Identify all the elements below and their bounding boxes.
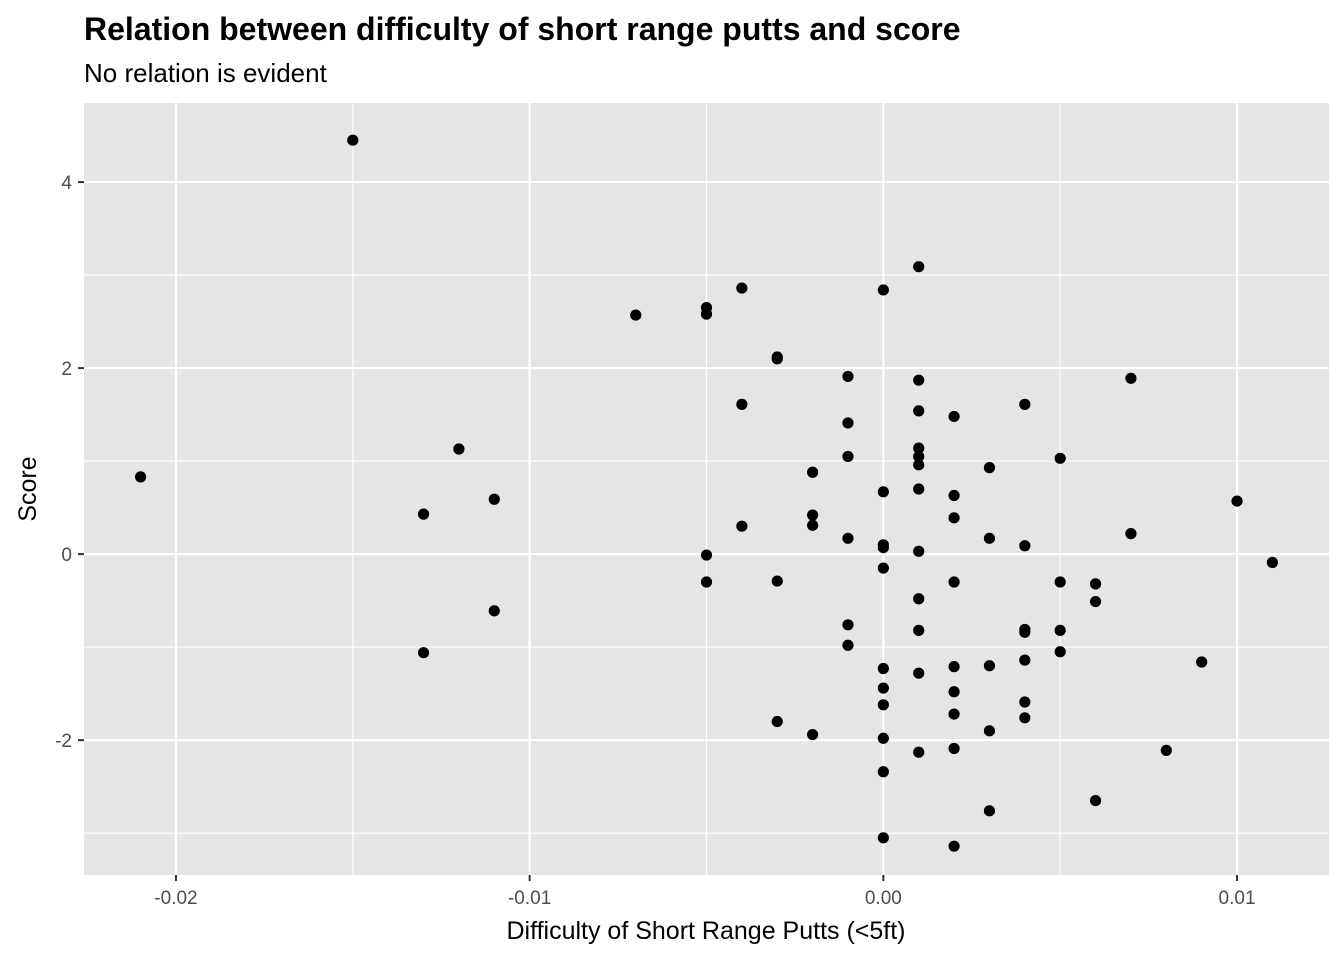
data-point: [347, 134, 359, 146]
data-point: [1054, 452, 1066, 464]
data-point: [842, 532, 854, 544]
data-point: [983, 462, 996, 474]
data-point: [1231, 495, 1243, 507]
data-point: [842, 450, 854, 463]
data-point: [877, 541, 889, 554]
data-point: [1054, 646, 1066, 658]
data-point: [488, 605, 500, 617]
data-point: [807, 509, 819, 521]
data-point: [1019, 540, 1031, 552]
y-axis-ticks: -2 0 2 4: [55, 173, 84, 752]
data-point: [700, 576, 713, 588]
data-point: [1196, 656, 1208, 668]
data-point: [1089, 595, 1102, 608]
chart-subtitle: No relation is evident: [84, 58, 328, 88]
data-point: [983, 660, 996, 672]
data-point: [807, 466, 819, 478]
data-point: [630, 309, 642, 321]
data-point: [700, 308, 713, 320]
data-point: [913, 746, 925, 758]
data-point: [948, 576, 960, 588]
data-point: [736, 520, 748, 532]
data-points: [134, 134, 1279, 852]
data-point: [736, 282, 748, 294]
data-point: [983, 725, 996, 737]
data-point: [417, 508, 430, 520]
data-point: [948, 686, 960, 698]
data-point: [700, 549, 713, 561]
data-point: [807, 728, 819, 741]
data-point: [1125, 528, 1137, 540]
data-point: [983, 532, 996, 544]
y-tick-label: 0: [61, 545, 72, 566]
data-point: [948, 661, 960, 673]
data-point: [877, 766, 889, 778]
data-point: [913, 459, 925, 471]
data-point: [913, 374, 925, 386]
data-point: [1019, 712, 1031, 724]
data-point: [948, 512, 960, 524]
data-point: [771, 575, 783, 587]
x-axis-title: Difficulty of Short Range Putts (<5ft): [506, 917, 905, 945]
y-tick-label: 2: [61, 359, 72, 380]
data-point: [842, 417, 854, 429]
data-point: [1019, 696, 1031, 708]
data-point: [948, 708, 960, 720]
data-point: [1089, 578, 1102, 590]
data-point: [771, 715, 783, 728]
data-point: [913, 450, 925, 463]
data-point: [488, 493, 500, 505]
x-tick-label: -0.02: [154, 888, 197, 909]
x-tick-label: -0.01: [508, 888, 551, 909]
data-point: [877, 732, 889, 744]
data-point: [1054, 624, 1066, 636]
data-point: [842, 370, 854, 383]
data-point: [842, 639, 854, 651]
data-point: [948, 489, 960, 502]
data-point: [807, 519, 819, 531]
data-point: [913, 405, 925, 417]
data-point: [134, 471, 147, 483]
data-point: [948, 742, 960, 755]
data-point: [771, 353, 783, 365]
data-point: [913, 545, 925, 557]
data-point: [877, 682, 889, 694]
data-point: [1019, 654, 1031, 666]
y-tick-label: -2: [55, 731, 72, 752]
data-point: [948, 840, 960, 852]
x-axis-ticks: -0.02 -0.01 0.00 0.01: [154, 875, 1256, 909]
x-tick-label: 0.00: [865, 888, 902, 909]
data-point: [877, 832, 889, 844]
data-point: [1019, 626, 1031, 638]
data-point: [1160, 744, 1172, 756]
x-tick-label: 0.01: [1219, 888, 1256, 909]
data-point: [983, 805, 996, 817]
data-point: [1054, 576, 1066, 588]
minor-grid-lines: [84, 103, 1329, 875]
y-axis-title: Score: [14, 456, 42, 521]
data-point: [913, 483, 925, 495]
data-point: [1125, 372, 1137, 384]
data-point: [453, 443, 465, 455]
data-point: [417, 647, 430, 659]
data-point: [877, 284, 889, 296]
data-point: [877, 662, 889, 675]
data-point: [877, 486, 889, 498]
data-point: [913, 593, 925, 605]
data-point: [1089, 794, 1102, 807]
data-point: [1266, 556, 1279, 569]
chart-title: Relation between difficulty of short ran…: [84, 11, 961, 47]
data-point: [913, 261, 925, 273]
data-point: [913, 667, 925, 679]
data-point: [877, 699, 889, 711]
data-point: [913, 442, 925, 454]
y-tick-label: 4: [61, 173, 72, 194]
data-point: [948, 410, 960, 423]
data-point: [842, 619, 854, 631]
data-point: [736, 398, 748, 410]
data-point: [1019, 398, 1031, 410]
data-point: [877, 562, 889, 574]
data-point: [913, 624, 925, 636]
